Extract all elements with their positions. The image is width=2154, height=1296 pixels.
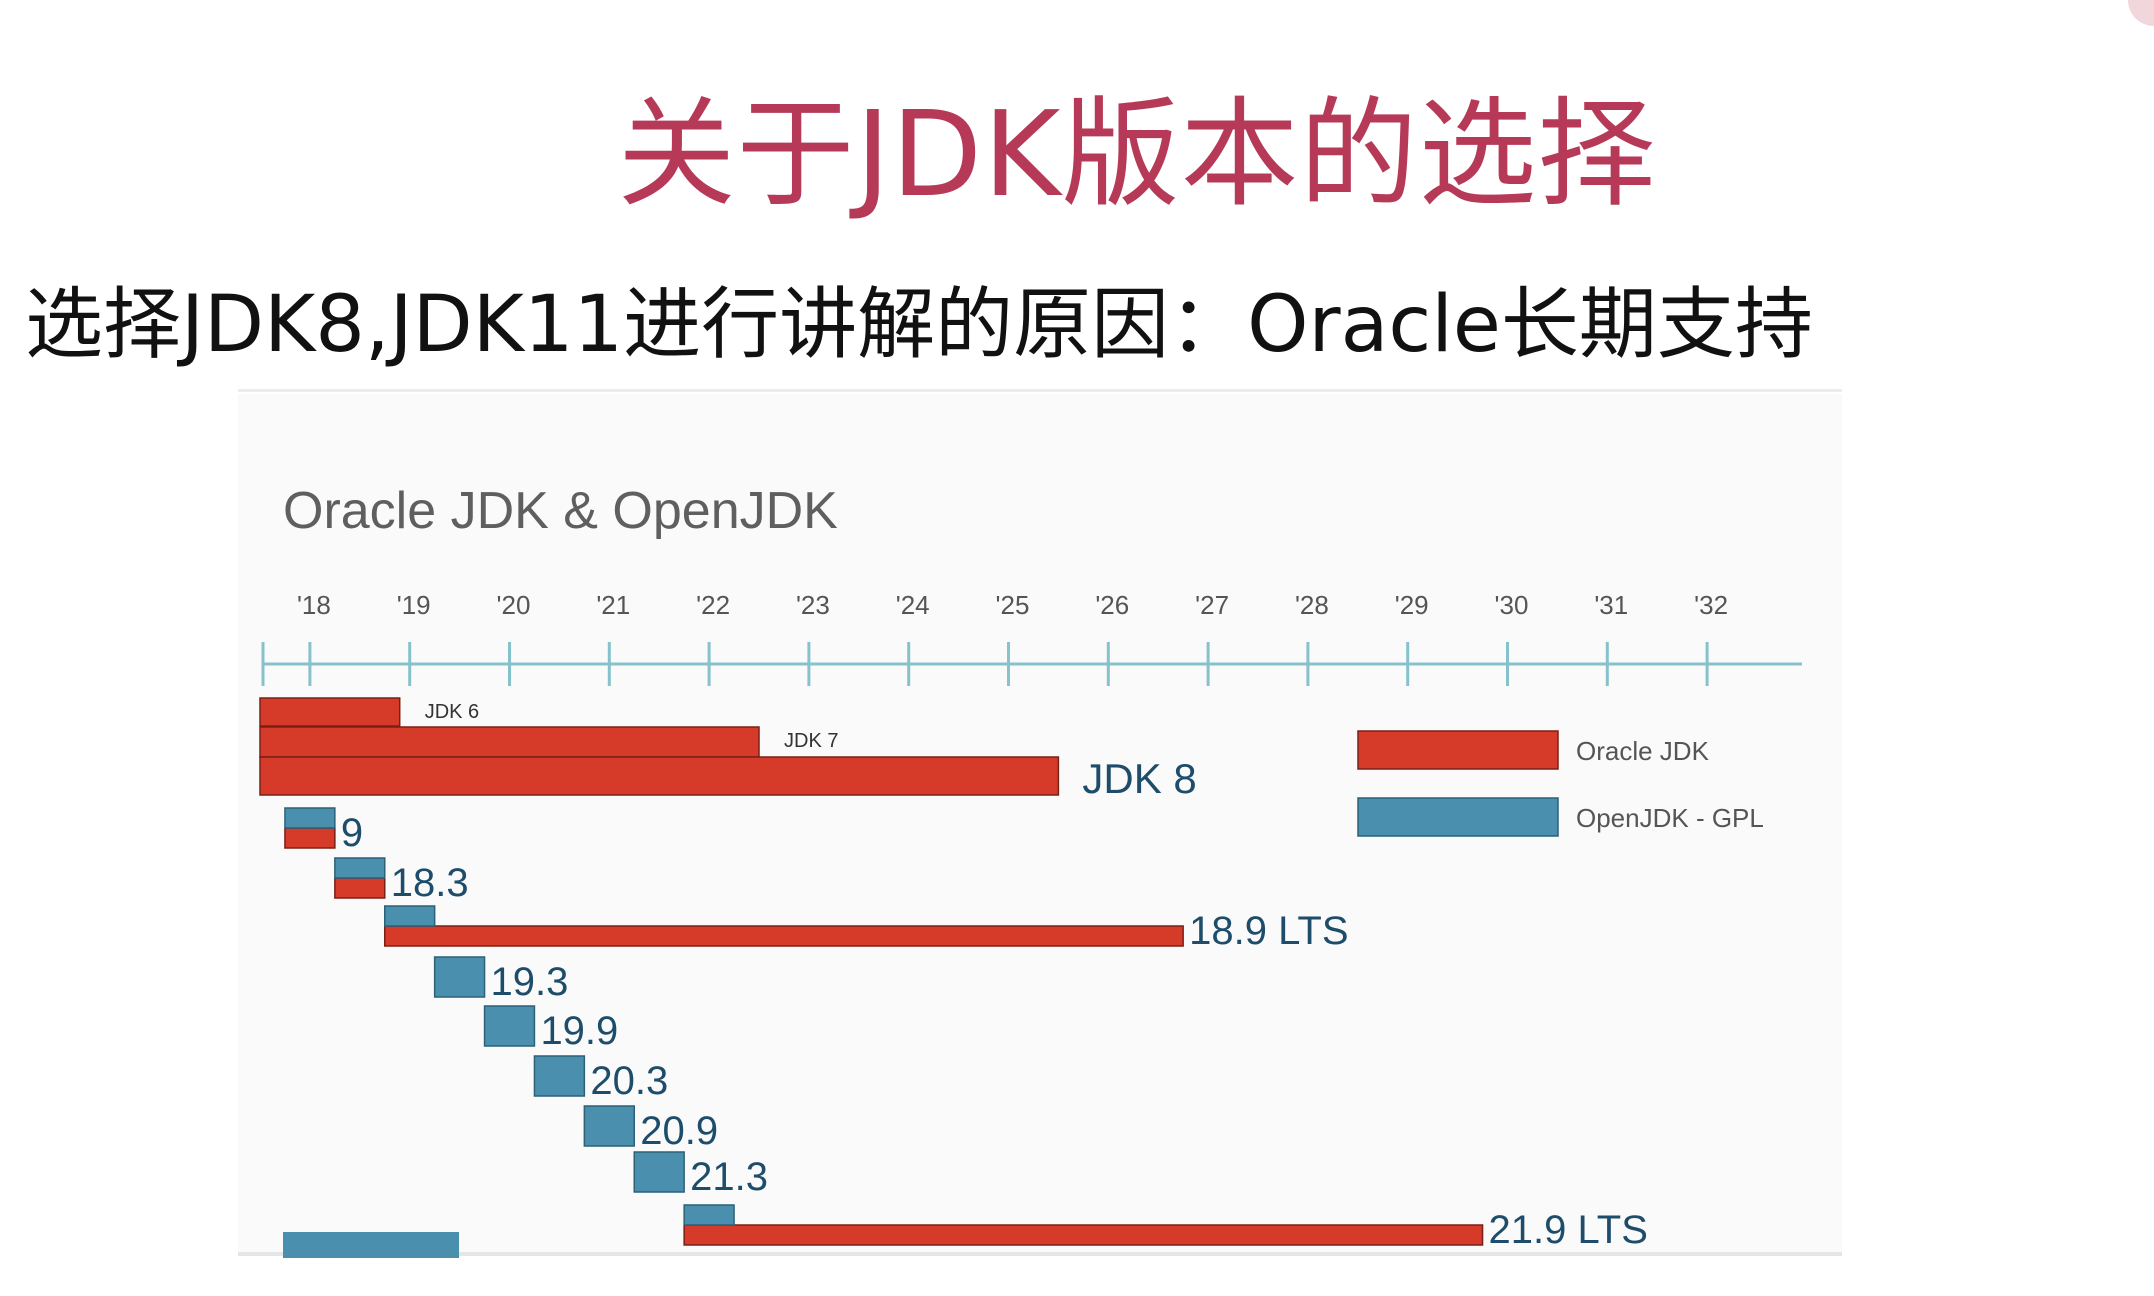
openjdk-bar [683,1204,735,1226]
release-label: 19.3 [491,960,569,1004]
chart-card [238,394,1842,1256]
page-title: 关于JDK版本的选择 [617,85,1657,223]
release-label: 20.9 [640,1109,718,1153]
legend-swatch [1357,730,1559,770]
release-label: JDK 7 [784,730,838,752]
time-axis: '18 '19 '20 '21 '22 '23 '24 '25 '26 '27 '28 '29 '30 '… [261,590,1802,686]
openjdk-bar [633,1151,685,1193]
oracle-bar [284,827,336,849]
axis-tick-label: '25 [996,590,1030,620]
openjdk-bar [483,1005,536,1047]
divider [238,389,1842,392]
chart-legend: Oracle JDK OpenJDK - GPL [1357,730,1764,837]
openjdk-bar [583,1105,635,1147]
release-label: 20.3 [590,1059,668,1103]
oracle-bar [683,1224,1484,1246]
oracle-bar [259,697,401,727]
release-bars: JDK 6 JDK 7 JDK 8 9 18.3 18.9 LTS 19.3 19.9 20.3… [259,697,1648,1252]
cut-off-badge [283,1232,459,1258]
openjdk-bar [284,807,336,829]
axis-tick-label: '26 [1095,590,1129,620]
openjdk-bar [533,1055,586,1097]
legend-swatch [1357,797,1559,837]
axis-tick-label: '23 [796,590,830,620]
release-label: JDK 8 [1082,755,1196,802]
release-label: 18.9 LTS [1189,909,1348,953]
axis-tick-label: '18 [297,590,331,620]
openjdk-bar [433,956,486,998]
legend-label: OpenJDK - GPL [1576,803,1764,833]
axis-tick-label: '21 [596,590,630,620]
release-label: 21.3 [690,1155,768,1199]
axis-tick-label: '28 [1295,590,1329,620]
chart-bottom-line [238,1252,1842,1256]
release-label: JDK 6 [425,701,479,723]
axis-tick-label: '19 [397,590,431,620]
release-label: 21.9 LTS [1489,1208,1648,1252]
cut-off-badge-shape [283,1232,459,1258]
axis-tick-label: '30 [1495,590,1529,620]
release-label: 9 [341,811,363,855]
axis-tick-label: '32 [1694,590,1728,620]
chart-title: Oracle JDK & OpenJDK [283,482,838,540]
axis-tick-label: '29 [1395,590,1429,620]
axis-tick-label: '27 [1195,590,1229,620]
oracle-bar [259,756,1060,796]
axis-tick-label: '20 [497,590,531,620]
axis-tick-label: '24 [896,590,930,620]
oracle-bar [259,726,760,758]
legend-label: Oracle JDK [1576,736,1710,766]
oracle-bar [384,925,1184,947]
openjdk-bar [334,857,386,879]
oracle-bar [334,877,386,899]
release-label: 18.3 [391,861,469,905]
axis-tick-label: '22 [696,590,730,620]
release-label: 19.9 [540,1009,618,1053]
slide-subtitle: 选择JDK8,JDK11进行讲解的原因：Oracle长期支持 [25,280,1813,370]
openjdk-bar [384,905,436,927]
axis-tick-label: '31 [1594,590,1628,620]
